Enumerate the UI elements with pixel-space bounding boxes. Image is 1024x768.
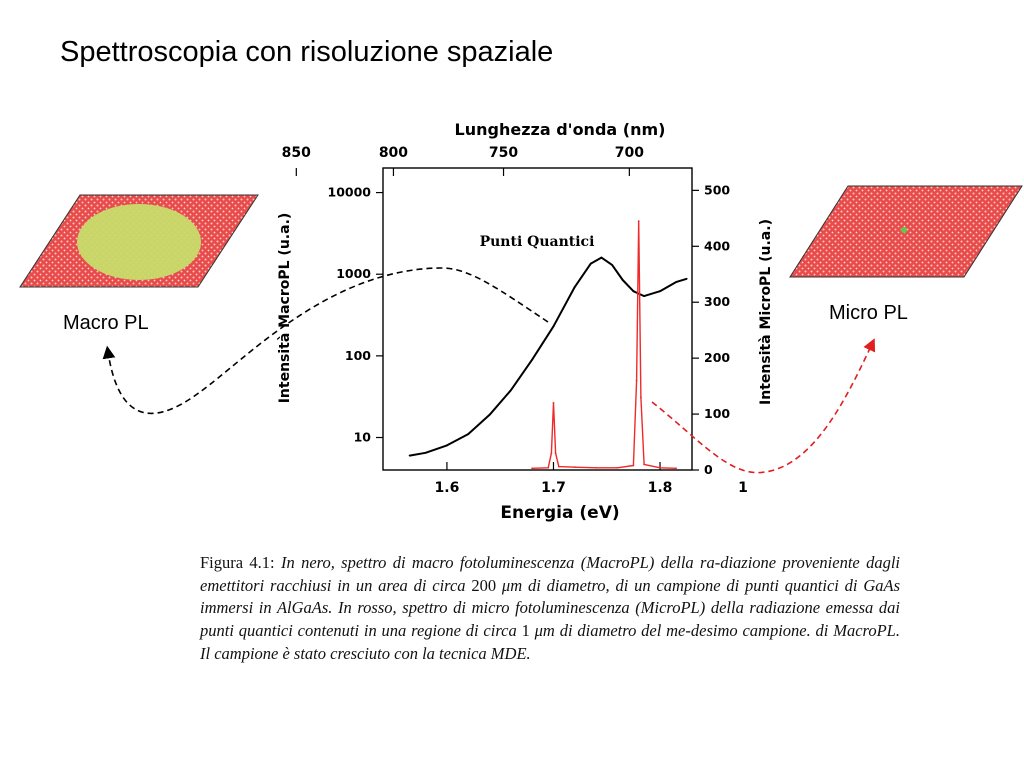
macro-arrow bbox=[102, 267, 549, 415]
data-point-macropl bbox=[600, 256, 603, 259]
data-point-micropl bbox=[659, 466, 661, 469]
right-axis-label: Intensità MicroPL (u.a.) bbox=[758, 219, 774, 405]
data-point-micropl bbox=[547, 466, 550, 469]
data-point-micropl bbox=[639, 396, 642, 399]
top-tick-label: 700 bbox=[615, 145, 644, 161]
data-point-macropl bbox=[446, 444, 448, 447]
left-tick-label: 1000 bbox=[336, 266, 371, 281]
caption-unit-2: μm bbox=[529, 621, 560, 641]
data-point-macropl bbox=[685, 277, 688, 280]
left-axis-label: Intensità MacroPL (u.a.) bbox=[277, 213, 293, 404]
top-tick-label: 850 bbox=[282, 145, 311, 161]
right-tick-label: 400 bbox=[704, 238, 730, 253]
data-point-macropl bbox=[573, 285, 576, 288]
left-tick-label: 10000 bbox=[328, 185, 372, 200]
data-point-micropl bbox=[550, 452, 553, 455]
data-point-macropl bbox=[621, 279, 624, 281]
right-tick-label: 200 bbox=[704, 350, 730, 365]
caption-unit-1: μm bbox=[496, 575, 528, 595]
top-axis-label: Lunghezza d'onda (nm) bbox=[455, 120, 666, 139]
x-tick-label: 1.6 bbox=[435, 480, 460, 496]
data-point-micropl bbox=[616, 466, 619, 469]
data-point-macropl bbox=[488, 413, 491, 416]
plot-frame bbox=[382, 167, 693, 471]
data-point-micropl bbox=[632, 464, 635, 467]
top-tick-label: 750 bbox=[489, 145, 518, 161]
series-line-macropl bbox=[409, 256, 687, 457]
macro-pl-label: Macro PL bbox=[63, 312, 149, 334]
data-point-micropl bbox=[637, 220, 640, 223]
data-point-macropl bbox=[424, 451, 427, 454]
micro-arrow bbox=[651, 338, 876, 474]
top-tick-label: 800 bbox=[379, 145, 408, 161]
caption-text-1: In nero, spettro di macro fotoluminescen… bbox=[200, 553, 900, 595]
caption-value-2: 1 bbox=[521, 621, 530, 641]
left-tick-label: 100 bbox=[345, 348, 371, 363]
data-point-micropl bbox=[643, 463, 645, 466]
data-point-macropl bbox=[675, 281, 677, 284]
right-tick-label: 100 bbox=[704, 406, 730, 421]
caption-value-1: 200 bbox=[471, 575, 497, 595]
x-tick-label-extra: 1 bbox=[738, 480, 748, 496]
data-point-macropl bbox=[408, 454, 411, 457]
chart-annotation: Punti Quantici bbox=[480, 234, 595, 250]
micro-sample bbox=[789, 185, 1023, 278]
data-point-macropl bbox=[611, 264, 613, 266]
data-point-macropl bbox=[589, 262, 592, 265]
data-point-micropl bbox=[635, 379, 638, 382]
data-point-macropl bbox=[552, 325, 555, 328]
data-point-macropl bbox=[467, 433, 470, 436]
caption-text-3: di diametro del me-desimo campione. di M… bbox=[200, 621, 900, 663]
data-point-macropl bbox=[632, 290, 635, 293]
right-tick-label: 500 bbox=[704, 182, 730, 197]
x-tick-label: 1.7 bbox=[541, 480, 566, 496]
macro-sample bbox=[19, 194, 259, 288]
data-point-micropl bbox=[573, 466, 576, 469]
data-point-macropl bbox=[659, 290, 661, 293]
macro-excitation-spot bbox=[77, 204, 201, 280]
data-point-micropl bbox=[531, 467, 534, 470]
figure-caption: Figura 4.1: In nero, spettro di macro fo… bbox=[200, 552, 900, 666]
right-tick-label: 300 bbox=[704, 294, 730, 309]
micro-excitation-spot bbox=[901, 227, 907, 233]
x-tick-label: 1.8 bbox=[648, 480, 673, 496]
data-point-micropl bbox=[557, 465, 560, 468]
data-point-micropl bbox=[675, 467, 677, 470]
micro-pl-label: Micro PL bbox=[829, 302, 908, 324]
series-line-micropl bbox=[532, 220, 677, 469]
data-point-macropl bbox=[531, 358, 534, 361]
data-point-micropl bbox=[595, 466, 598, 469]
caption-text-2: di diametro, di un campione di punti qua… bbox=[200, 575, 900, 641]
slide-title: Spettroscopia con risoluzione spaziale bbox=[60, 36, 554, 68]
data-point-micropl bbox=[554, 452, 557, 455]
right-tick-label: 0 bbox=[704, 462, 713, 477]
data-point-macropl bbox=[509, 389, 512, 392]
x-axis-label: Energia (eV) bbox=[500, 503, 619, 523]
caption-prefix: Figura 4.1: bbox=[200, 553, 281, 572]
data-point-macropl bbox=[643, 295, 645, 297]
left-tick-label: 10 bbox=[354, 430, 372, 445]
data-point-micropl bbox=[552, 401, 555, 404]
pl-spectrum-chart: 1.6 1.7 1.8 1 Energia (eV) 850 800 750 700 Lunghe… bbox=[277, 120, 774, 523]
